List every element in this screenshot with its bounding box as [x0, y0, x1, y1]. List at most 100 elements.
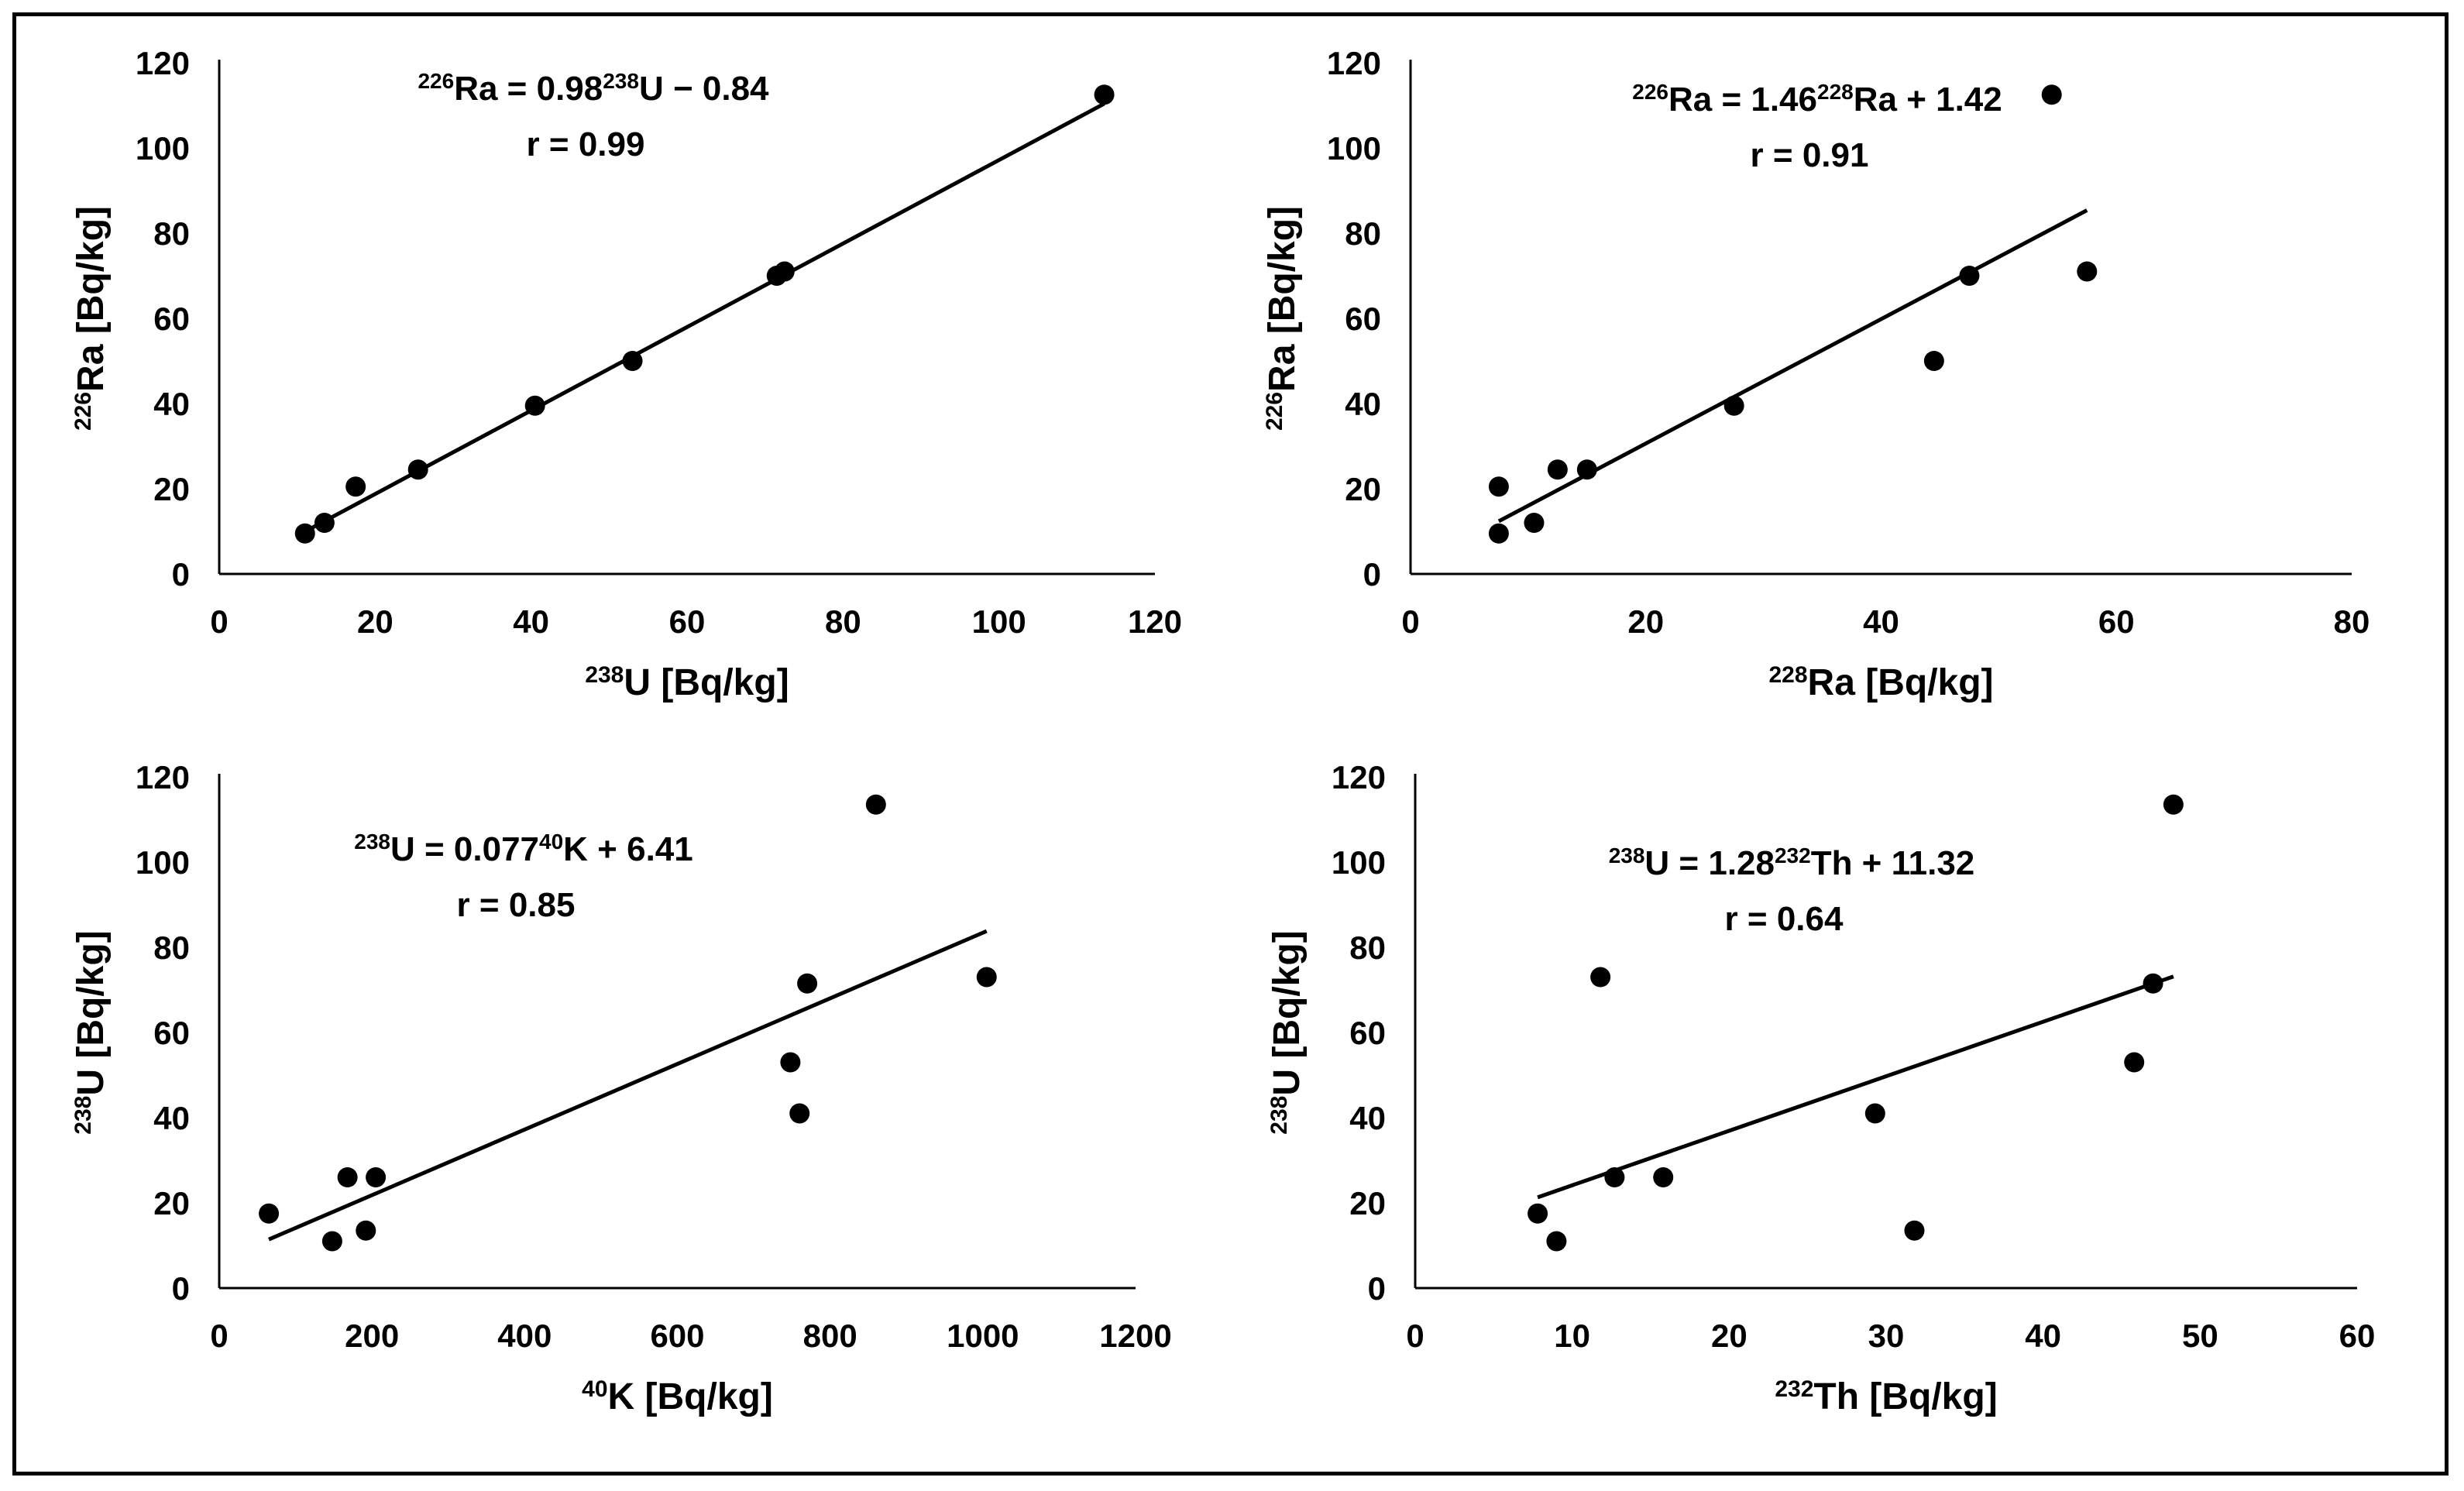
panel-3-data-point — [797, 973, 818, 994]
panel-4-y-tick-label: 40 — [1349, 1100, 1386, 1136]
panel-4-data-point — [1653, 1167, 1674, 1187]
panel-1-trendline — [304, 101, 1105, 534]
panel-3-x-tick-label: 0 — [210, 1318, 228, 1354]
panel-1-y-tick-label: 20 — [153, 471, 190, 507]
panel-3-y-tick-label: 120 — [136, 759, 190, 795]
panel-1-y-tick-label: 80 — [153, 215, 190, 252]
panel-3-y-tick-label: 20 — [153, 1185, 190, 1221]
panel-3-data-point — [865, 794, 886, 815]
panel-1-data-point — [524, 395, 545, 416]
panel-4-data-point — [1904, 1220, 1925, 1241]
panel-2-x-tick-label: 0 — [1401, 603, 1419, 640]
panel-1-y-tick-label: 100 — [136, 130, 190, 167]
panel-2-y-tick-label: 0 — [1363, 556, 1381, 593]
panel-2-x-tick-label: 60 — [2098, 603, 2135, 640]
figure-frame: 0 20 40 60 80 100 120 0 20 40 60 80 100 120 238U [Bq/k… — [12, 12, 2449, 1476]
panel-3-data-point — [976, 967, 997, 988]
panel-1-y-tick-label: 0 — [172, 556, 190, 593]
panel-4-data-point — [1604, 1167, 1625, 1187]
panel-1-data-point — [774, 261, 795, 282]
panel-4-data-point — [1864, 1103, 1885, 1124]
panel-3-data-point — [259, 1203, 280, 1224]
panel-4-x-axis-title: 232Th [Bq/kg] — [1775, 1376, 1997, 1418]
panel-1-x-tick-label: 20 — [357, 603, 393, 640]
panel-3-y-tick-label: 0 — [172, 1270, 190, 1307]
panel-3-y-tick-label: 100 — [136, 844, 190, 881]
panel-3-data-point — [356, 1220, 376, 1241]
panel-3-x-tick-label: 600 — [650, 1318, 704, 1354]
panel-3-x-tick-label: 200 — [345, 1318, 399, 1354]
panel-4-x-tick-label: 10 — [1554, 1318, 1590, 1354]
panel-3-x-tick-label: 400 — [497, 1318, 552, 1354]
panel-4-data-point — [2143, 973, 2163, 994]
panel-3-data-point — [366, 1167, 387, 1187]
panel-4-x-tick-label: 50 — [2182, 1318, 2218, 1354]
panel-4-x-tick-label: 0 — [1406, 1318, 1424, 1354]
panel-1-data-point — [622, 351, 643, 371]
panel-2-data-point — [1959, 266, 1980, 286]
panel-3-data-point — [321, 1231, 342, 1252]
panel-1-x-axis-title: 238U [Bq/kg] — [585, 662, 789, 704]
panel-2-data-point — [1488, 523, 1509, 544]
panel-1-x-tick-label: 100 — [972, 603, 1026, 640]
panel-1-data-point — [345, 476, 366, 497]
panel-1-x-tick-label: 60 — [669, 603, 706, 640]
panel-3-data-point — [337, 1167, 358, 1187]
panel-2-regression-equation: 226Ra = 1.46228Ra + 1.42 — [1632, 80, 2002, 119]
panel-1-x-tick-label: 80 — [825, 603, 861, 640]
panel-4-correlation-coefficient: r = 0.64 — [1725, 900, 1844, 938]
panel-3-data-point — [780, 1052, 801, 1073]
panel-2-y-tick-label: 20 — [1345, 471, 1381, 507]
panel-3-y-tick-label: 80 — [153, 929, 190, 966]
panel-2-data-point — [1723, 395, 1744, 416]
panel-2-y-tick-label: 60 — [1345, 301, 1381, 337]
panel-4-trendline — [1537, 974, 2174, 1200]
panel-3-correlation-coefficient: r = 0.85 — [457, 886, 576, 924]
panel-1-data-point — [314, 513, 335, 533]
panel-4-x-tick-label: 20 — [1711, 1318, 1747, 1354]
panel-3-x-axis-title: 40K [Bq/kg] — [582, 1376, 773, 1418]
panel-2-y-tick-label: 100 — [1327, 130, 1381, 167]
panel-2-y-tick-label: 40 — [1345, 386, 1381, 422]
panel-3-regression-equation: 238U = 0.07740K + 6.41 — [354, 830, 692, 869]
panel-2-data-point — [1576, 459, 1597, 480]
panel-2-y-axis-title: 226Ra [Bq/kg] — [1262, 206, 1304, 431]
panel-1-correlation-coefficient: r = 0.99 — [527, 125, 645, 163]
panel-4-y-tick-label: 60 — [1349, 1015, 1386, 1051]
panel-3-x-tick-label: 1200 — [1099, 1318, 1171, 1354]
panel-2-y-tick-label: 80 — [1345, 215, 1381, 252]
panel-4-y-tick-label: 0 — [1368, 1270, 1386, 1307]
panel-4-y-tick-label: 80 — [1349, 929, 1386, 966]
panel-1-x-tick-label: 120 — [1128, 603, 1182, 640]
panel-1-x-tick-label: 40 — [513, 603, 549, 640]
panel-4-data-point — [2163, 794, 2184, 815]
panel-1-data-point — [294, 523, 315, 544]
panel-2-x-tick-label: 80 — [2334, 603, 2370, 640]
panel-3-y-axis-title: 238U [Bq/kg] — [70, 930, 112, 1134]
panel-1-y-axis-title: 226Ra [Bq/kg] — [70, 206, 112, 431]
panel-3-x-tick-label: 800 — [803, 1318, 857, 1354]
panel-4-data-point — [1528, 1203, 1548, 1224]
panel-1-y-tick-label: 120 — [136, 45, 190, 81]
panel-2-data-point — [1547, 459, 1568, 480]
panel-1-data-point — [407, 459, 428, 480]
panel-2-x-tick-label: 20 — [1627, 603, 1664, 640]
panel-3-trendline — [268, 929, 988, 1242]
panel-4-data-point — [1546, 1231, 1567, 1252]
panel-1-data-point — [1094, 84, 1115, 105]
panel-2-data-point — [1488, 476, 1509, 497]
panel-2-x-tick-label: 40 — [1863, 603, 1899, 640]
panel-2-data-point — [1524, 513, 1545, 533]
panel-4-y-tick-label: 20 — [1349, 1185, 1386, 1221]
panel-4-x-tick-label: 60 — [2339, 1318, 2376, 1354]
panel-1-y-tick-label: 60 — [153, 301, 190, 337]
panel-2-data-point — [2041, 84, 2062, 105]
panel-1-y-tick-label: 40 — [153, 386, 190, 422]
panel-4-y-axis-title: 238U [Bq/kg] — [1266, 930, 1308, 1134]
panel-3-y-tick-label: 40 — [153, 1100, 190, 1136]
panel-4-data-point — [1590, 967, 1611, 988]
panel-3-y-tick-label: 60 — [153, 1015, 190, 1051]
panel-3-x-tick-label: 1000 — [947, 1318, 1019, 1354]
panel-2-data-point — [2077, 261, 2098, 282]
